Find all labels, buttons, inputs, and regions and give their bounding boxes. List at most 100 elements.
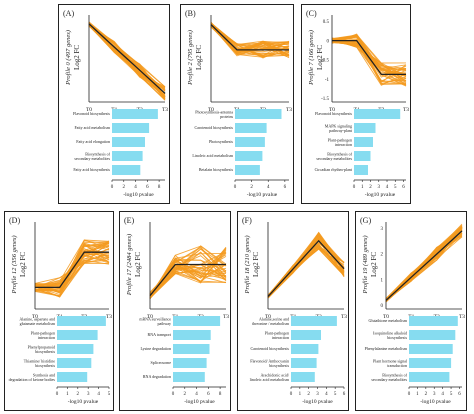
- enrichment-bar: [291, 316, 337, 326]
- enrichment-bar: [291, 330, 321, 340]
- enrichment-bar: [409, 316, 458, 326]
- profile-title: Profile 19 (489 genes): [362, 235, 369, 294]
- gene-line: [149, 267, 227, 295]
- category-label: Phenylalanine metabolism: [365, 346, 408, 351]
- gene-line: [267, 233, 345, 298]
- category-label: Thiamine/ histidine biosynthesis: [24, 359, 56, 369]
- enrichment-bar: [173, 316, 221, 326]
- gene-line: [267, 236, 345, 299]
- time-tick-label: T3: [223, 314, 229, 320]
- mean-profile-line: [149, 263, 226, 297]
- bar-x-tick-label: 1: [299, 392, 302, 397]
- gene-line: [267, 234, 345, 298]
- bar-x-tick-label: 3: [316, 392, 319, 397]
- mean-profile-line: [88, 23, 166, 94]
- enrichment-bar: [57, 316, 106, 326]
- enrichment-bar: [112, 109, 158, 119]
- y-tick-label: 2: [381, 253, 384, 258]
- enrichment-bar: [112, 165, 141, 175]
- y-tick-label: -0.5: [321, 59, 329, 64]
- bar-x-axis-label: -log10 pvalue: [420, 399, 451, 405]
- enrichment-bar: [354, 123, 376, 133]
- bar-x-tick-label: 8: [158, 185, 161, 190]
- time-tick-label: T3: [162, 107, 168, 113]
- category-label: Phenylpropanoid biosynthesis: [28, 345, 56, 355]
- enrichment-bar: [235, 137, 265, 147]
- enrichment-bar: [173, 344, 210, 354]
- mean-profile-line: [210, 24, 289, 51]
- bar-x-tick-label: 4: [134, 185, 137, 190]
- time-tick-label: T3: [286, 107, 292, 113]
- bar-x-tick-label: 0: [172, 392, 175, 397]
- time-tick-label: T0: [383, 314, 389, 320]
- bar-x-tick-label: 3: [378, 185, 381, 190]
- bar-x-tick-label: 2: [123, 185, 126, 190]
- enrichment-bar: [354, 165, 368, 175]
- panel-label: (C): [306, 9, 317, 18]
- enrichment-bar: [57, 344, 94, 354]
- bar-x-tick-label: 1: [66, 392, 69, 397]
- bar-x-tick-label: 6: [284, 185, 287, 190]
- mean-profile-line: [267, 239, 345, 298]
- gene-line: [34, 239, 110, 287]
- bar-x-axis-label: -log10 pvalue: [302, 399, 333, 405]
- enrichment-bar: [291, 358, 317, 368]
- time-tick-label: T3: [341, 314, 347, 320]
- gene-line: [210, 25, 290, 58]
- bar-x-tick-label: 2: [369, 185, 372, 190]
- category-label: Flavonoid biosynthesis: [315, 111, 352, 116]
- y-tick-label: 1: [381, 278, 384, 283]
- gene-line: [267, 236, 345, 297]
- enrichment-bar: [409, 372, 450, 382]
- time-tick-label: T0: [208, 107, 214, 113]
- profile-title: Profile 12 (356 genes): [11, 235, 18, 294]
- category-label: Carotenoid biosynthesis: [194, 125, 233, 130]
- enrichment-bar: [291, 344, 319, 354]
- category-label: Alanine, aspartate and glutamate metaboli…: [19, 317, 56, 327]
- y-axis-label: Log2 FC: [134, 252, 142, 277]
- y-tick-label: 0: [327, 39, 330, 44]
- bar-x-tick-label: 2: [184, 392, 187, 397]
- panel-label: (F): [242, 216, 252, 225]
- y-axis-label: Log2 FC: [252, 252, 260, 277]
- enrichment-bar: [57, 358, 92, 368]
- panel-label: (E): [124, 216, 135, 225]
- y-tick-label: -1: [325, 78, 330, 83]
- category-label: Flavonoid biosynthesis: [73, 111, 110, 116]
- profile-title: Profile 18 (210 genes): [244, 235, 251, 294]
- bar-x-tick-label: 4: [325, 392, 328, 397]
- bar-x-tick-label: 0: [290, 392, 293, 397]
- bar-x-axis-label: -log10 pvalue: [68, 399, 99, 405]
- category-label: Fatty acid elongation: [76, 139, 110, 144]
- time-tick-label: T0: [32, 314, 38, 320]
- category-label: Carotenoid biosynthesis: [250, 346, 289, 351]
- y-axis-label: Log2 FC: [195, 45, 203, 70]
- profile-lines: [267, 231, 345, 299]
- gene-line: [34, 262, 109, 293]
- bar-x-tick-label: 6: [207, 392, 210, 397]
- gene-line: [34, 259, 110, 298]
- profile-title: Profile 17 (2484 genes): [126, 234, 133, 296]
- category-label: mRNA surveillance pathway: [139, 317, 171, 327]
- gene-line: [210, 25, 290, 53]
- enrichment-bar: [57, 372, 88, 382]
- enrichment-bar: [235, 165, 260, 175]
- category-label: Plant hormone signal transduction: [373, 359, 408, 369]
- bar-x-tick-label: 4: [441, 392, 444, 397]
- enrichment-bar: [235, 123, 267, 133]
- y-tick-label: 0: [381, 304, 384, 309]
- category-label: Arachidonic acid/linoleic acid metabolis…: [250, 373, 290, 383]
- time-tick-label: T0: [265, 314, 271, 320]
- bar-x-axis-label: -log10 pvalue: [365, 192, 396, 198]
- gene-line: [267, 232, 345, 298]
- profile-title: Profile 0 (497 genes): [65, 30, 72, 86]
